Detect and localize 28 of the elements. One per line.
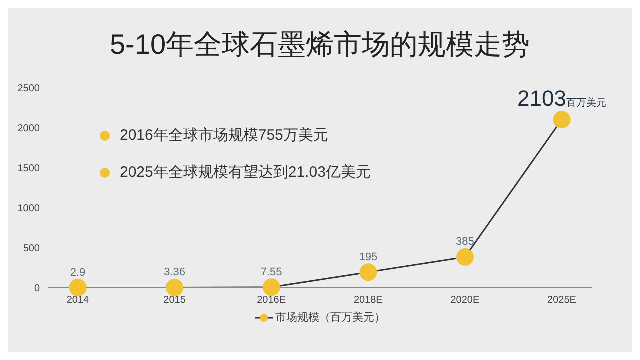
x-tick-label: 2020E [450,295,480,306]
point [262,278,280,296]
y-tick-label: 500 [23,244,40,255]
x-tick-label: 2014 [66,295,90,306]
point [166,278,184,296]
point [553,111,571,129]
text: 2.9 [70,266,86,279]
annotation: 2016年全球市场规模755万美元 [120,126,328,145]
x-tick-label: 2015 [164,295,186,306]
y-tick-label: 2500 [18,84,40,95]
y-tick-label: 2000 [18,124,40,135]
text: 385 [456,236,474,248]
y-tick-label: 0 [34,284,40,295]
legend-label: 市场规模（百万美元） [274,310,386,325]
y-tick-label: 1500 [18,164,40,175]
y-tick-label: 1000 [18,204,40,215]
point [69,279,87,297]
chart-title: 5-10年全球石墨烯市场的规模走势 [108,28,532,62]
text: 2103百万美元 [518,86,606,111]
x-tick-label: 2016E [257,295,286,306]
x-tick-label: 2018E [354,295,384,306]
text: 195 [359,251,378,264]
text: 3.36 [164,266,186,279]
annotation: 2025年全球规模有望达到21.03亿美元 [120,163,371,182]
point [360,264,378,282]
x-tick-label: 2025E [548,295,577,306]
text: 7.55 [260,266,282,278]
point [456,248,474,266]
